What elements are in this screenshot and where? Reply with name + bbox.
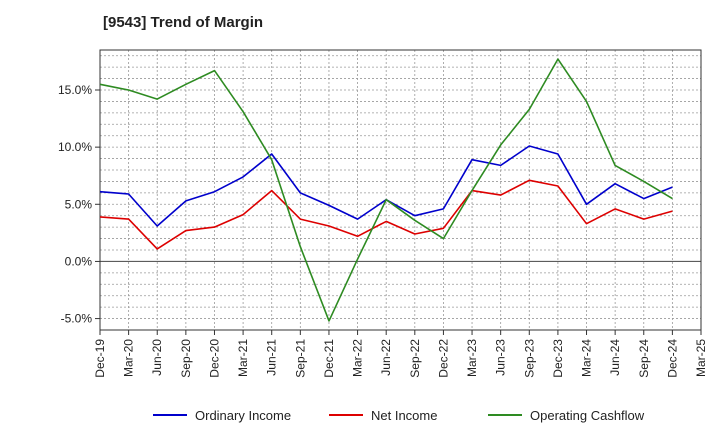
x-tick-label: Dec-24 [665,339,679,378]
legend-label: Ordinary Income [195,408,291,423]
x-tick-label: Sep-20 [179,339,193,378]
series-layer [99,58,673,322]
axis-layer: -5.0% 0.0% 5.0% 10.0% 15.0% Dec-19 Mar-20 Jun-2… [58,49,708,378]
x-tick-label: Dec-20 [207,339,221,378]
x-tick-label: Mar-22 [351,339,365,377]
x-tick-label: Sep-24 [637,339,651,378]
x-tick-label: Sep-23 [522,339,536,378]
x-tick-label: Jun-22 [379,339,393,376]
x-tick-label: Sep-21 [293,339,307,378]
x-tick-label: Mar-24 [580,339,594,377]
plot-frame [99,49,702,331]
legend-label: Operating Cashflow [530,408,645,423]
series-line-operating-cashflow [99,58,673,322]
x-tick-label: Dec-21 [322,339,336,378]
x-tick-label: Dec-23 [551,339,565,378]
legend-label: Net Income [371,408,437,423]
y-tick-label: 15.0% [58,83,92,97]
y-tick-label: -5.0% [61,312,93,326]
y-tick-label: 10.0% [58,140,92,154]
legend: Ordinary Income Net Income Operating Cashf… [153,408,645,423]
series-line-net-income [99,179,673,250]
x-tick-label: Sep-22 [408,339,422,378]
x-tick-label: Dec-19 [93,339,107,378]
x-tick-label: Mar-23 [465,339,479,377]
x-tick-label: Mar-25 [694,339,708,377]
x-tick-label: Mar-21 [236,339,250,377]
y-tick-label: 0.0% [65,254,93,268]
chart-title: [9543] Trend of Margin [103,14,264,31]
x-tick-label: Jun-21 [265,339,279,376]
x-tick-label: Jun-20 [150,339,164,376]
grid-layer [99,50,702,331]
x-tick-label: Jun-23 [494,339,508,376]
x-tick-label: Mar-20 [122,339,136,377]
x-tick-label: Dec-22 [436,339,450,378]
y-tick-label: 5.0% [65,197,93,211]
x-tick-label: Jun-24 [608,339,622,376]
